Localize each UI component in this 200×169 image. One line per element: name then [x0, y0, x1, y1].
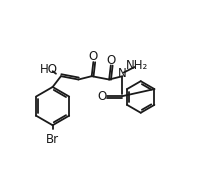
Text: Br: Br — [46, 133, 59, 146]
Text: HO: HO — [39, 63, 57, 76]
Text: O: O — [106, 54, 115, 67]
Text: N: N — [118, 67, 127, 80]
Text: O: O — [89, 50, 98, 63]
Text: NH₂: NH₂ — [126, 59, 149, 72]
Text: O: O — [98, 90, 107, 103]
